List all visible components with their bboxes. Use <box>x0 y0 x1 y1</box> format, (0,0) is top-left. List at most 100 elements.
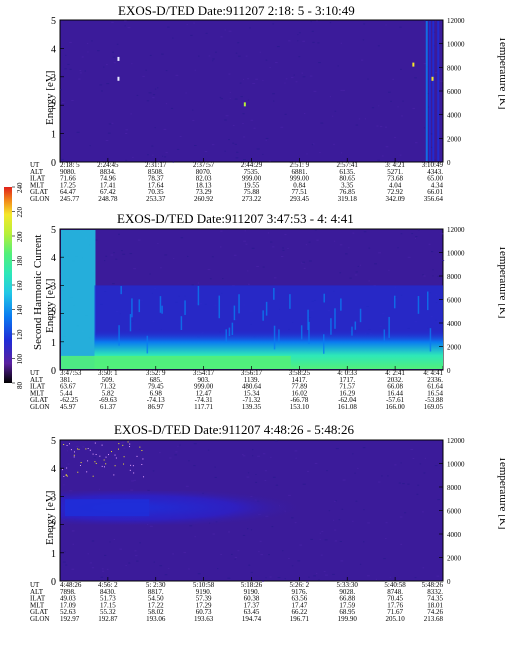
orbit-row-label: ILAT <box>30 175 46 183</box>
spectrogram-pixel <box>63 444 65 446</box>
y2-tick-label: 12000 <box>447 226 465 234</box>
spectrogram-noise <box>432 275 434 277</box>
spectrogram-noise <box>394 136 396 138</box>
spectrogram-noise <box>94 239 98 241</box>
spectrogram-noise <box>302 76 306 78</box>
spectrogram-noise <box>212 533 216 535</box>
spectrogram-noise <box>220 554 222 556</box>
orbit-value: 5:33:30 <box>337 581 359 589</box>
orbit-row-label: UT <box>30 161 40 169</box>
spectrogram-noise <box>215 51 217 53</box>
spectrogram-noise <box>63 484 65 486</box>
spectrogram-pixel <box>63 475 65 477</box>
spectrogram-noise <box>66 450 69 452</box>
spectrogram-noise <box>179 444 181 446</box>
spectrogram-noise <box>284 578 286 580</box>
spectrogram-pixel <box>92 475 94 477</box>
spectrogram-noise <box>249 27 251 29</box>
spectrogram-noise <box>308 241 311 243</box>
spectrogram-pixel <box>115 457 117 459</box>
spectrogram-noise <box>247 78 250 80</box>
orbit-value: 5.82 <box>102 389 115 397</box>
orbit-value: 4: 4:41 <box>423 369 443 377</box>
spectrogram-noise <box>312 41 315 43</box>
spectrogram-noise <box>291 565 294 567</box>
spectrogram-stripe <box>437 21 440 161</box>
spectrogram-noise <box>242 454 244 456</box>
spectrogram-noise <box>394 464 397 466</box>
orbit-value: 117.71 <box>194 403 213 411</box>
spectrogram-noise <box>312 143 315 145</box>
orbit-value: 6135. <box>339 168 355 176</box>
spectrogram-noise <box>91 540 95 542</box>
orbit-value: 4: 2:41 <box>385 369 405 377</box>
spectrogram-noise <box>101 568 104 570</box>
orbit-value: 4343. <box>427 168 443 176</box>
orbit-row-label: UT <box>30 369 40 377</box>
spectrogram-pixel <box>80 462 82 464</box>
spectrogram-noise <box>71 100 74 102</box>
y2-tick-label: 8000 <box>447 484 462 492</box>
spectrogram-noise <box>378 252 382 254</box>
spectrogram-noise <box>399 154 402 156</box>
spectrogram-noise <box>329 96 332 98</box>
spectrogram-noise <box>165 70 168 72</box>
spectrogram-noise <box>106 83 110 85</box>
spectrogram-noise <box>234 98 238 100</box>
spectrogram-noise <box>359 264 362 266</box>
spectrogram-noise <box>224 29 226 31</box>
spectrogram-noise <box>377 45 380 47</box>
spectrogram-spike <box>146 335 149 354</box>
orbit-value: 2:57:41 <box>337 161 359 169</box>
orbit-value: 3.35 <box>341 181 354 189</box>
orbit-value: 60.73 <box>196 608 212 616</box>
spectrogram-noise <box>314 462 318 464</box>
spectrogram-noise <box>79 69 82 71</box>
orbit-value: 4: 0:33 <box>337 369 357 377</box>
orbit-value: 1717. <box>339 376 355 384</box>
spectrogram-noise <box>434 465 438 467</box>
spectrogram-noise <box>111 21 114 23</box>
spectrogram-spike <box>273 287 275 300</box>
spectrogram-noise <box>288 40 291 42</box>
y-tick-label: 1 <box>51 549 56 560</box>
spectrogram-noise <box>319 151 321 153</box>
spectrogram-noise <box>305 244 308 246</box>
spectrogram-stripe <box>432 21 435 161</box>
orbit-value: 6.98 <box>150 389 163 397</box>
spectrogram-noise <box>153 561 155 563</box>
spectrogram-noise <box>414 142 418 144</box>
spectrogram-spike <box>238 294 240 314</box>
orbit-value: 8817. <box>148 588 164 596</box>
panel-3-y-ticks: 0 1 2 3 4 5 <box>51 436 64 588</box>
spectrogram-spike <box>429 328 432 352</box>
orbit-value: 17.37 <box>244 601 260 609</box>
spectrogram-pixel <box>95 453 97 455</box>
spectrogram-noise <box>75 445 79 447</box>
spectrogram-pixel <box>114 465 116 467</box>
spectrogram-noise <box>157 242 159 244</box>
spectrogram-noise <box>121 441 125 443</box>
spectrogram-noise <box>193 22 195 24</box>
orbit-value: 205.10 <box>386 615 406 623</box>
spectrogram-noise <box>162 155 164 157</box>
spectrogram-noise <box>363 541 365 543</box>
spectrogram-pixel <box>70 449 72 451</box>
spectrogram-noise <box>173 257 175 259</box>
spectrogram-noise <box>334 110 337 112</box>
orbit-value: 16.54 <box>427 389 443 397</box>
orbit-value: 51.73 <box>100 595 116 603</box>
orbit-value: 15.34 <box>244 389 260 397</box>
orbit-value: 58.02 <box>148 608 164 616</box>
panel-2-title: EXOS-D/TED Date:911207 3:47:53 - 4: 4:41 <box>117 211 354 226</box>
spectrogram-noise <box>348 247 350 249</box>
spectrogram-noise <box>185 485 189 487</box>
orbit-value: 8070. <box>196 168 212 176</box>
spectrogram-noise <box>174 454 177 456</box>
spectrogram-noise <box>211 144 215 146</box>
spectrogram-noise <box>187 255 189 257</box>
orbit-value: 74.35 <box>427 595 443 603</box>
orbit-value: 5:18:26 <box>241 581 263 589</box>
spectrogram-noise <box>112 51 114 53</box>
